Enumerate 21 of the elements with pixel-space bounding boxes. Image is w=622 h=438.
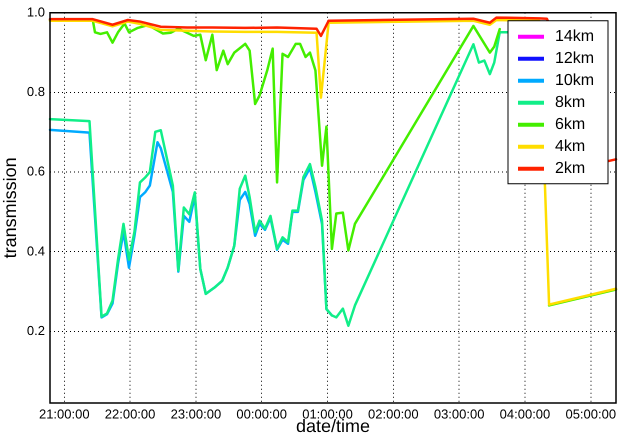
x-tick-label: 03:00:00: [434, 406, 484, 422]
legend-label: 12km: [555, 50, 594, 68]
legend-label: 2km: [555, 160, 586, 178]
legend-label: 8km: [555, 94, 586, 112]
x-tick-label: 21:00:00: [38, 406, 90, 422]
y-axis-title: transmission: [0, 157, 20, 258]
y-tick-label: 0.8: [26, 84, 45, 100]
x-tick-label: 23:00:00: [170, 406, 222, 422]
x-tick-label: 02:00:00: [368, 406, 419, 422]
y-tick-label: 0.2: [26, 322, 45, 338]
y-tick-label: 0.6: [26, 164, 45, 179]
legend-label: 4km: [555, 138, 586, 156]
y-tick-label: 0.4: [26, 243, 45, 258]
legend-label: 10km: [555, 72, 594, 90]
x-tick-label: 22:00:00: [104, 406, 156, 422]
x-tick-label: 00:00:00: [236, 406, 288, 422]
legend-label: 14km: [555, 28, 594, 46]
x-tick-label: 04:00:00: [500, 406, 550, 422]
legend-label: 6km: [555, 116, 586, 134]
y-tick-label: 1.0: [26, 4, 45, 20]
x-tick-label: 05:00:00: [565, 406, 616, 422]
